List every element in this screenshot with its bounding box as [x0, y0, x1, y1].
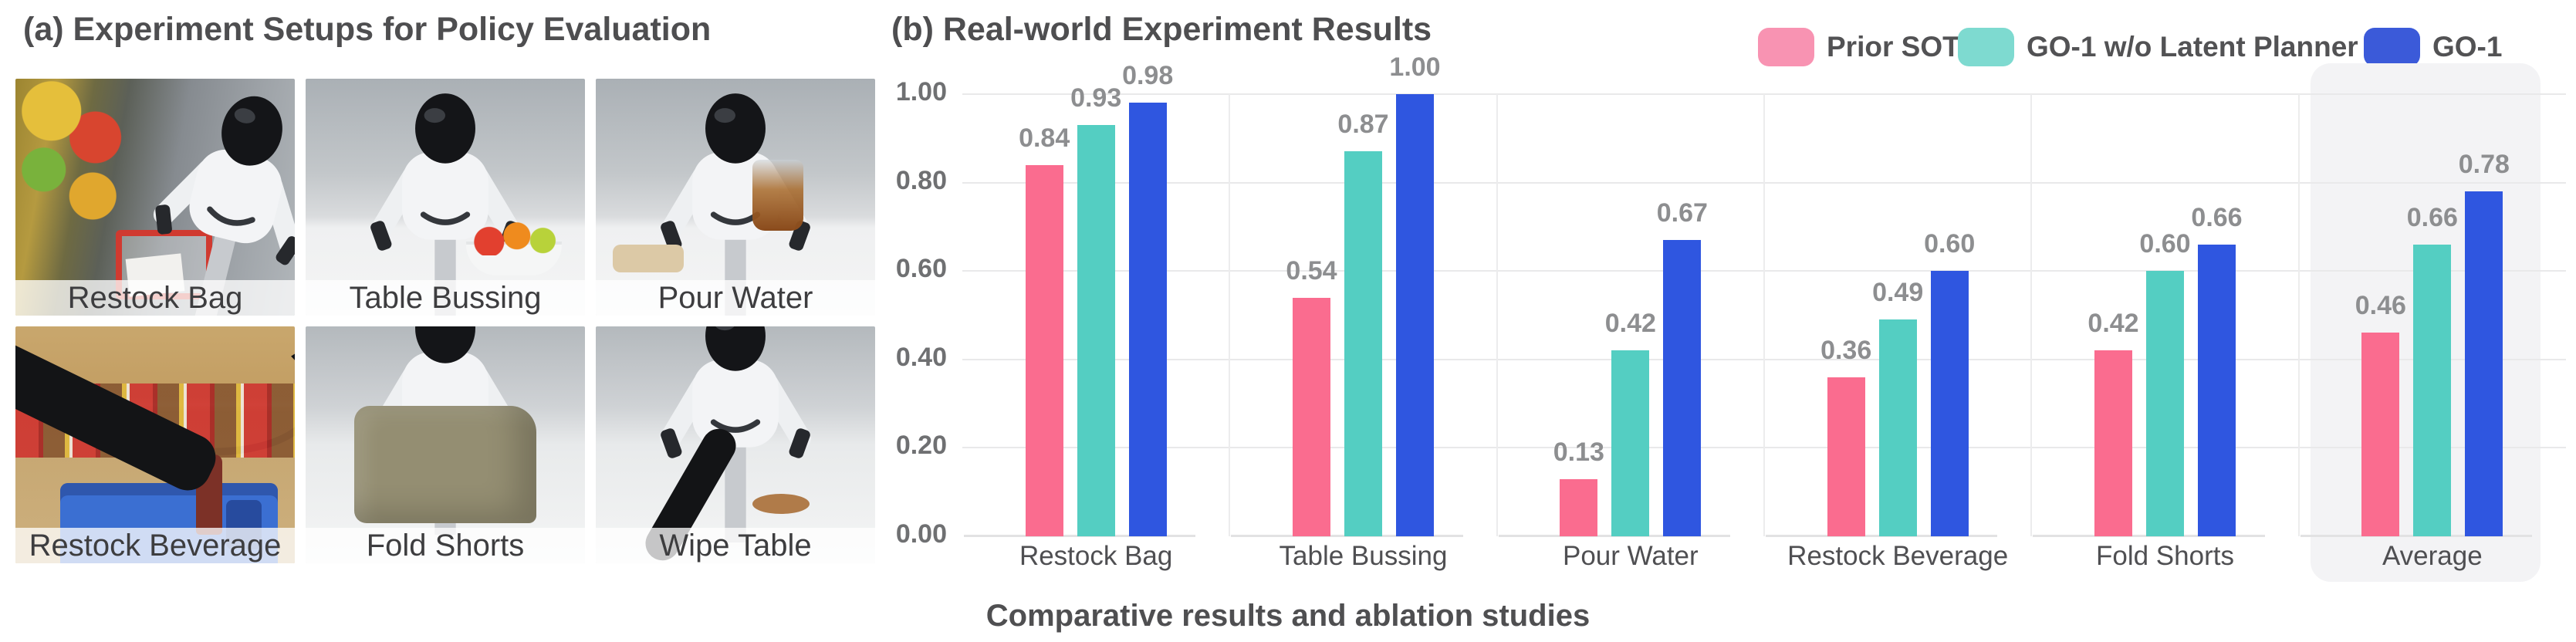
category-label-restock-bag: Restock Bag [1019, 541, 1173, 571]
bar-value-label: 0.67 [1656, 198, 1708, 228]
legend-item-go1: GO-1 [2364, 28, 2502, 66]
bar-value-label: 0.87 [1337, 110, 1389, 139]
bar-value-label: 0.42 [1604, 309, 1656, 338]
legend-swatch-prior-sota [1758, 28, 1814, 66]
bar-prior-sota-average [2361, 333, 2400, 536]
bar-prior-sota-restock-beverage [1827, 377, 1865, 536]
panel-b-title: (b) Real-world Experiment Results [891, 11, 1432, 48]
shorts-illustration [354, 406, 536, 523]
bar-go-1-table-bussing [1396, 94, 1434, 536]
category-label-pour-water: Pour Water [1562, 541, 1699, 571]
y-axis-tick-label: 0.80 [895, 165, 947, 195]
bar-go-1-w-o-latent-planner-average [2413, 245, 2452, 536]
bar-value-label: 0.66 [2406, 203, 2458, 232]
legend-swatch-go1-wo-latent-planner [1958, 28, 2014, 66]
group-separator [2030, 94, 2033, 536]
legend-label: GO-1 w/o Latent Planner [2027, 31, 2358, 63]
legend-item-prior-sota: Prior SOTA [1758, 28, 1979, 66]
cup-illustration [752, 160, 803, 231]
legend-label: GO-1 [2432, 31, 2503, 63]
coaster-illustration [613, 245, 684, 272]
bar-value-label: 0.98 [1122, 61, 1174, 90]
panel-a-title: (a) Experiment Setups for Policy Evaluat… [23, 11, 712, 48]
y-axis-tick-label: 0.20 [895, 431, 947, 461]
bar-value-label: 0.93 [1070, 83, 1122, 113]
bar-value-label: 0.49 [1872, 278, 1924, 307]
bar-value-label: 0.36 [1820, 336, 1872, 365]
legend-item-go1-wo-latent-planner: GO-1 w/o Latent Planner [1958, 28, 2358, 66]
bar-go-1-w-o-latent-planner-fold-shorts [2146, 271, 2184, 536]
bar-value-label: 0.60 [1924, 229, 1976, 258]
photo-restock-bag: Restock Bag [15, 79, 295, 316]
bar-go-1-fold-shorts [2198, 245, 2236, 536]
figure-caption: Comparative results and ablation studies [985, 599, 1591, 633]
bar-prior-sota-pour-water [1560, 479, 1598, 536]
bar-prior-sota-fold-shorts [2094, 350, 2132, 536]
group-separator [1496, 94, 1498, 536]
bar-value-label: 0.54 [1286, 256, 1337, 286]
category-label-average: Average [2382, 541, 2483, 571]
bar-go-1-restock-bag [1128, 103, 1167, 536]
bar-value-label: 1.00 [1389, 52, 1441, 82]
legend-label: Prior SOTA [1827, 31, 1979, 63]
y-axis-tick-label: 0.00 [895, 519, 947, 549]
category-label-fold-shorts: Fold Shorts [2096, 541, 2234, 571]
fruits-illustration [468, 220, 557, 255]
y-axis-tick-label: 0.40 [895, 342, 947, 372]
bar-value-label: 0.84 [1019, 123, 1070, 153]
photo-label: Table Bussing [306, 280, 585, 316]
experiment-photo-grid: Restock Bag Table Bussing Pour Water Res… [15, 79, 875, 563]
group-separator [1763, 94, 1765, 536]
bar-go-1-w-o-latent-planner-table-bussing [1344, 151, 1382, 536]
bar-value-label: 0.13 [1553, 438, 1604, 467]
snack-shelf-illustration [15, 79, 144, 226]
bar-value-label: 0.66 [2191, 203, 2243, 232]
bar-prior-sota-restock-bag [1025, 165, 1063, 536]
category-label-table-bussing: Table Bussing [1279, 541, 1448, 571]
bar-go-1-w-o-latent-planner-restock-bag [1077, 125, 1115, 536]
photo-wipe-table: Wipe Table [596, 326, 875, 563]
bar-value-label: 0.60 [2139, 229, 2191, 258]
photo-table-bussing: Table Bussing [306, 79, 585, 316]
photo-label: Restock Beverage [15, 528, 295, 563]
bar-go-1-restock-beverage [1930, 271, 1969, 536]
group-separator [2297, 94, 2300, 536]
photo-label: Restock Bag [15, 280, 295, 316]
spill-illustration [752, 494, 810, 514]
bar-value-label: 0.46 [2355, 291, 2406, 320]
photo-restock-beverage: Restock Beverage [15, 326, 295, 563]
y-axis-tick-label: 0.60 [895, 254, 947, 284]
photo-pour-water: Pour Water [596, 79, 875, 316]
photo-label: Fold Shorts [306, 528, 585, 563]
photo-label: Wipe Table [596, 528, 875, 563]
bar-value-label: 0.78 [2458, 150, 2510, 179]
y-axis-tick-label: 1.00 [895, 77, 947, 106]
photo-label: Pour Water [596, 280, 875, 316]
category-label-restock-beverage: Restock Beverage [1787, 541, 2009, 571]
bar-go-1-w-o-latent-planner-restock-beverage [1878, 319, 1917, 536]
bar-prior-sota-table-bussing [1293, 298, 1330, 536]
bar-go-1-pour-water [1663, 240, 1702, 536]
bar-go-1-w-o-latent-planner-pour-water [1611, 350, 1650, 536]
group-separator [1229, 94, 1231, 536]
bar-value-label: 0.42 [2088, 309, 2139, 338]
legend-swatch-go1 [2364, 28, 2420, 66]
photo-fold-shorts: Fold Shorts [306, 326, 585, 563]
bar-go-1-average [2465, 191, 2503, 536]
